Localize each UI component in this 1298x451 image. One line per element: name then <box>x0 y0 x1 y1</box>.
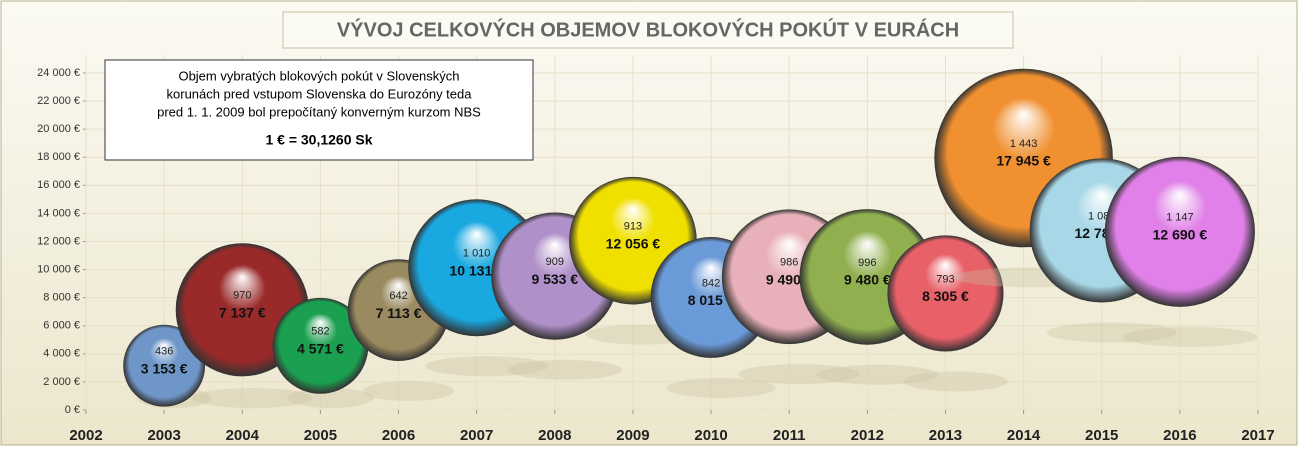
x-tick-label: 2005 <box>304 427 337 444</box>
size-label: 986 <box>780 257 798 269</box>
x-tick-label: 2016 <box>1163 427 1196 444</box>
value-label: 9 480 € <box>844 272 891 288</box>
x-tick-label: 2004 <box>226 427 260 444</box>
x-tick-label: 2003 <box>147 427 180 444</box>
note-line: pred 1. 1. 2009 bol prepočítaný konverný… <box>157 104 481 119</box>
y-tick-label: 12 000 € <box>37 235 80 247</box>
y-tick-label: 6 000 € <box>43 320 80 332</box>
x-tick-label: 2007 <box>460 427 493 444</box>
size-label: 582 <box>311 326 329 338</box>
y-tick-label: 10 000 € <box>37 263 80 275</box>
y-tick-label: 0 € <box>65 404 80 416</box>
size-label: 1 147 <box>1166 212 1194 224</box>
x-tick-label: 2002 <box>69 427 102 444</box>
value-label: 12 690 € <box>1153 227 1208 243</box>
x-tick-label: 2014 <box>1007 427 1041 444</box>
x-tick-label: 2013 <box>929 427 962 444</box>
y-tick-label: 4 000 € <box>43 348 80 360</box>
size-label: 436 <box>155 346 173 358</box>
x-tick-label: 2009 <box>616 427 649 444</box>
size-label: 913 <box>624 221 642 233</box>
chart-title: VÝVOJ CELKOVÝCH OBJEMOV BLOKOVÝCH POKÚT … <box>337 17 959 41</box>
y-tick-label: 14 000 € <box>37 207 80 219</box>
size-label: 642 <box>389 290 407 302</box>
x-tick-label: 2011 <box>773 427 806 444</box>
size-label: 793 <box>936 273 954 285</box>
size-label: 970 <box>233 290 251 302</box>
x-tick-label: 2010 <box>694 427 727 444</box>
x-tick-label: 2006 <box>382 427 415 444</box>
y-tick-label: 20 000 € <box>37 123 80 135</box>
y-tick-label: 2 000 € <box>43 376 80 388</box>
value-label: 7 113 € <box>376 305 422 321</box>
y-tick-label: 8 000 € <box>43 292 80 304</box>
y-tick-label: 16 000 € <box>37 179 80 191</box>
bubble-shadow <box>1122 327 1257 347</box>
x-tick-label: 2008 <box>538 427 571 444</box>
value-label: 3 153 € <box>141 360 188 376</box>
bubble-shadow <box>363 381 454 401</box>
x-tick-label: 2012 <box>851 427 884 444</box>
size-label: 842 <box>702 277 720 289</box>
note-rate: 1 € = 30,1260 Sk <box>265 132 372 148</box>
size-label: 909 <box>546 256 564 268</box>
chart: VÝVOJ CELKOVÝCH OBJEMOV BLOKOVÝCH POKÚT … <box>0 0 1298 446</box>
value-label: 8 305 € <box>922 288 969 304</box>
value-label: 7 137 € <box>219 304 266 320</box>
value-label: 4 571 € <box>297 341 344 357</box>
note-line: korunách pred vstupom Slovenska do Euroz… <box>167 86 473 101</box>
note-line: Objem vybratých blokových pokút v Sloven… <box>178 68 459 83</box>
y-tick-label: 24 000 € <box>37 67 80 79</box>
bubble-shadow <box>903 371 1008 391</box>
value-label: 12 056 € <box>606 235 661 251</box>
size-label: 1 443 <box>1010 138 1038 150</box>
value-label: 17 945 € <box>996 153 1051 169</box>
y-tick-label: 18 000 € <box>37 151 80 163</box>
bubble-shadow <box>508 360 623 380</box>
size-label: 1 010 <box>463 248 491 260</box>
size-label: 996 <box>858 257 876 269</box>
x-tick-label: 2015 <box>1085 427 1118 444</box>
y-tick-label: 22 000 € <box>37 95 80 107</box>
x-tick-label: 2017 <box>1241 427 1274 444</box>
value-label: 9 533 € <box>531 271 578 287</box>
